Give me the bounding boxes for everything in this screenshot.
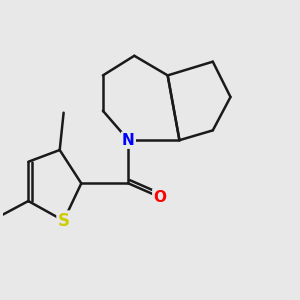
Text: S: S (58, 212, 70, 230)
Text: O: O (153, 190, 166, 205)
Text: N: N (122, 133, 135, 148)
